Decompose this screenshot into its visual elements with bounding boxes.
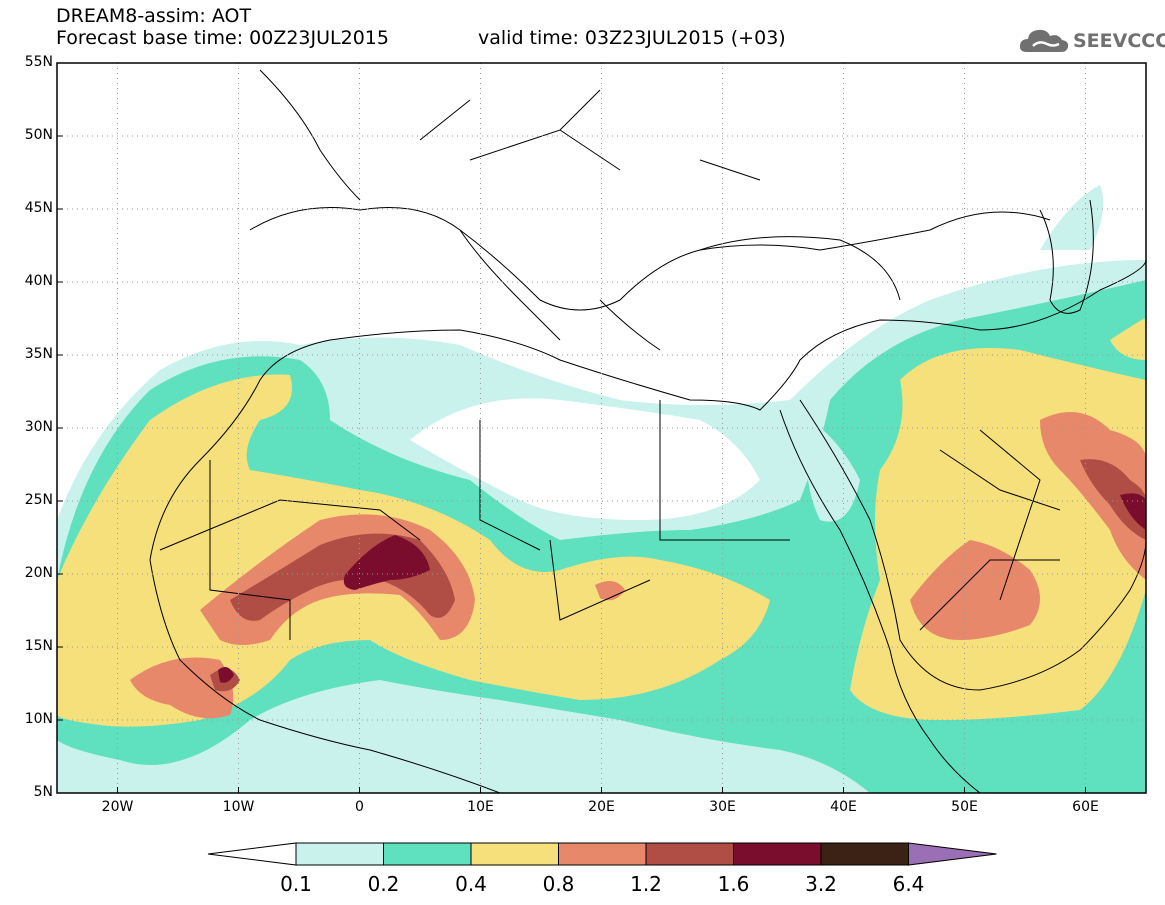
colorbar-label: 6.4 bbox=[892, 872, 925, 896]
lon-label: 10E bbox=[467, 799, 494, 815]
colorbar-segment bbox=[645, 842, 734, 866]
lon-label: 50E bbox=[951, 799, 978, 815]
colorbar-label: 1.2 bbox=[630, 872, 662, 896]
lat-label: 15N bbox=[24, 638, 53, 654]
lat-label: 40N bbox=[24, 273, 53, 289]
country-borders bbox=[159, 400, 790, 640]
valid-time: valid time: 03Z23JUL2015 (+03) bbox=[478, 27, 786, 49]
graticule bbox=[57, 63, 1146, 793]
colorbar-label: 0.4 bbox=[455, 872, 487, 896]
west-africa-coast bbox=[149, 559, 501, 793]
lat-label: 45N bbox=[24, 200, 53, 216]
forecast-base-time: Forecast base time: 00Z23JUL2015 bbox=[56, 27, 389, 49]
colorbar-label: 0.8 bbox=[542, 872, 575, 896]
aot-band-1.6-gulf bbox=[1120, 493, 1146, 530]
lon-label: 40E bbox=[830, 799, 857, 815]
aot-band-0.8-gulf bbox=[1040, 412, 1146, 580]
aot-band-0.8-yemen bbox=[910, 540, 1040, 640]
arabia-coast bbox=[799, 399, 1146, 691]
lon-label: 60E bbox=[1072, 799, 1099, 815]
colorbar-label: 0.2 bbox=[367, 872, 400, 896]
lat-label: 50N bbox=[24, 127, 53, 143]
middle-east-borders bbox=[919, 429, 1060, 631]
caspian-coast bbox=[1039, 199, 1094, 314]
lat-label: 5N bbox=[33, 784, 53, 800]
red-sea-west-coast bbox=[779, 409, 981, 793]
greece-coast bbox=[599, 299, 661, 351]
colorbar-over-arrow bbox=[908, 842, 997, 866]
lon-label: 20E bbox=[588, 799, 615, 815]
seevccc-logo: SEEVCCC bbox=[1017, 22, 1165, 58]
aot-band-0.1-redsea bbox=[806, 420, 860, 522]
lat-label: 10N bbox=[24, 711, 53, 727]
aot-band-0.1-caspian bbox=[1040, 185, 1104, 250]
logo-text: SEEVCCC bbox=[1073, 30, 1165, 52]
map-title: DREAM8-assim: AOT bbox=[56, 5, 252, 27]
uk-coast bbox=[259, 69, 361, 201]
colorbar-segment bbox=[820, 842, 909, 866]
lat-label: 30N bbox=[24, 419, 53, 435]
aot-band-0.4-iran bbox=[1110, 318, 1146, 360]
aot-clear-area bbox=[410, 398, 760, 520]
aot-band-0.8-chad bbox=[595, 581, 625, 601]
persian-gulf-coast bbox=[939, 449, 1061, 511]
colorbar-label: 3.2 bbox=[805, 872, 837, 896]
europe-borders bbox=[419, 89, 761, 181]
lat-label: 20N bbox=[24, 565, 53, 581]
black-sea-coast bbox=[699, 236, 901, 301]
aot-fields bbox=[57, 185, 1146, 793]
coastlines bbox=[149, 69, 1146, 793]
aot-band-0.1-patch bbox=[400, 362, 470, 400]
aot-band-0.8-west bbox=[130, 657, 234, 719]
aot-band-1.6-west bbox=[218, 666, 234, 683]
lon-label: 0 bbox=[355, 799, 364, 815]
lon-label: 30E bbox=[709, 799, 736, 815]
axis-ticks bbox=[57, 62, 1086, 794]
colorbar-segment bbox=[733, 842, 822, 866]
lat-label: 55N bbox=[24, 54, 53, 70]
lon-label: 20W bbox=[101, 799, 134, 815]
lat-label: 25N bbox=[24, 492, 53, 508]
colorbar-label: 1.6 bbox=[717, 872, 750, 896]
colorbar-segment bbox=[295, 842, 384, 866]
colorbar-segment bbox=[558, 842, 647, 866]
lon-label: 10W bbox=[222, 799, 255, 815]
colorbar-label: 0.1 bbox=[280, 872, 312, 896]
north-africa-coast bbox=[149, 259, 1146, 561]
lat-label: 35N bbox=[24, 346, 53, 362]
colorbar-segment bbox=[470, 842, 559, 866]
aot-band-1.6 bbox=[343, 535, 430, 590]
colorbar bbox=[207, 842, 997, 866]
italy-coast bbox=[459, 229, 561, 341]
colorbar-segment bbox=[383, 842, 472, 866]
colorbar-under-arrow bbox=[207, 842, 297, 866]
aot-band-1.2-gulf bbox=[1080, 459, 1146, 540]
cloud-icon bbox=[1019, 29, 1069, 52]
europe-coast bbox=[249, 207, 1051, 311]
